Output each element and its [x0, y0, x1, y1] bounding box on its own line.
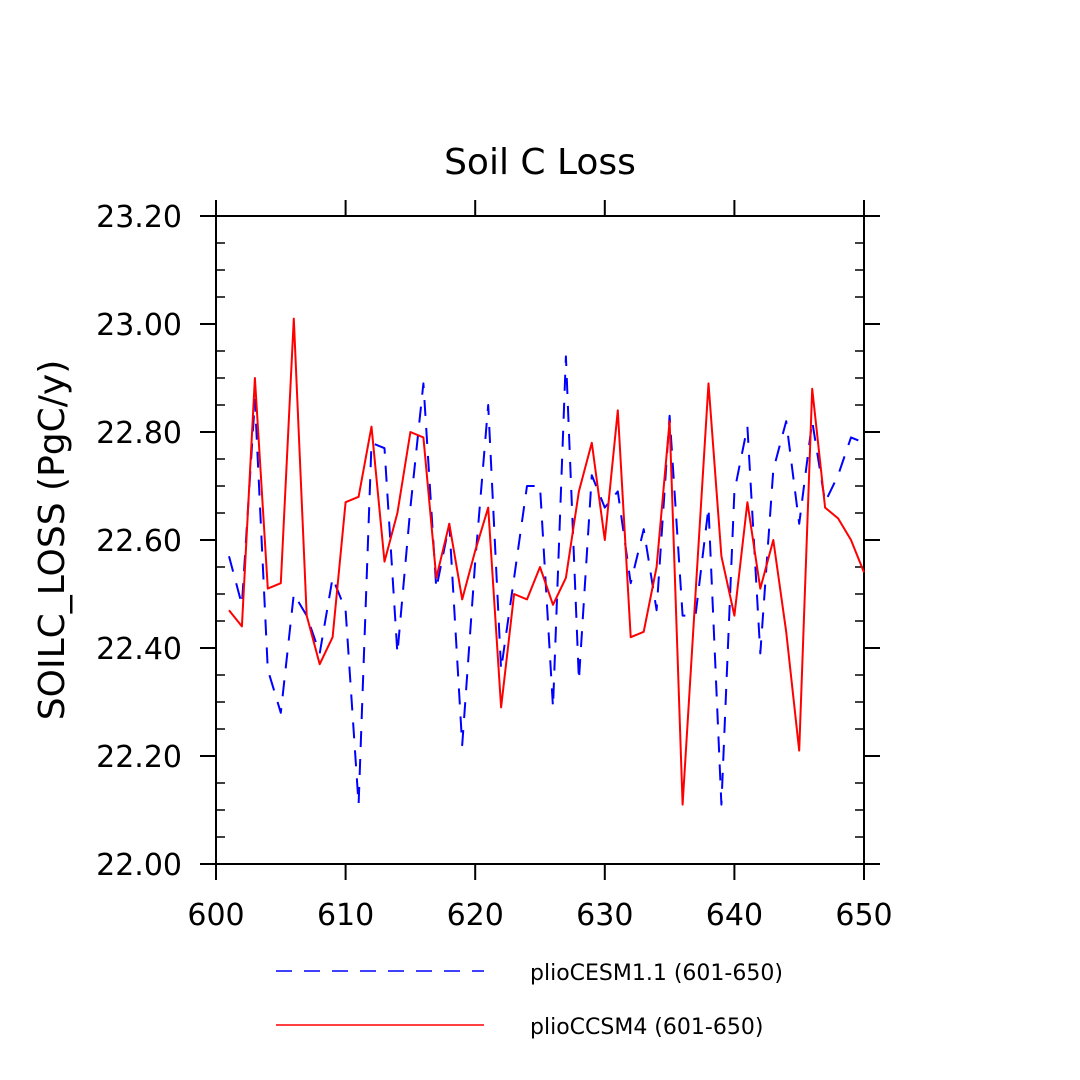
y-tick-label: 22.80: [96, 416, 182, 451]
x-tick-label: 640: [706, 898, 763, 933]
y-axis: 22.00 22.20 22.40 22.60 22.80 23.00 23.20: [96, 200, 880, 883]
x-tick-label: 650: [835, 898, 892, 933]
legend-label-plioCCSM4: plioCCSM4 (601-650): [530, 1015, 763, 1040]
x-tick-label: 600: [187, 898, 244, 933]
chart-title: Soil C Loss: [444, 142, 636, 183]
legend-label-plioCESM1.1: plioCESM1.1 (601-650): [530, 961, 783, 986]
y-tick-label: 23.20: [96, 200, 182, 235]
y-axis-label: SOILC_LOSS (PgC/y): [32, 360, 73, 720]
legend: plioCESM1.1 (601-650) plioCCSM4 (601-650…: [276, 961, 783, 1040]
series-layer: [228, 317, 865, 806]
y-tick-label: 22.20: [96, 740, 182, 775]
series-line-plioCCSM4: [228, 317, 865, 806]
y-tick-label: 22.60: [96, 524, 182, 559]
y-tick-label: 22.00: [96, 848, 182, 883]
x-tick-label: 630: [576, 898, 633, 933]
y-tick-label: 22.40: [96, 632, 182, 667]
x-tick-label: 610: [317, 898, 374, 933]
y-tick-label: 23.00: [96, 308, 182, 343]
x-tick-label: 620: [447, 898, 504, 933]
x-axis: 600 610 620 630 640 650: [187, 200, 893, 933]
